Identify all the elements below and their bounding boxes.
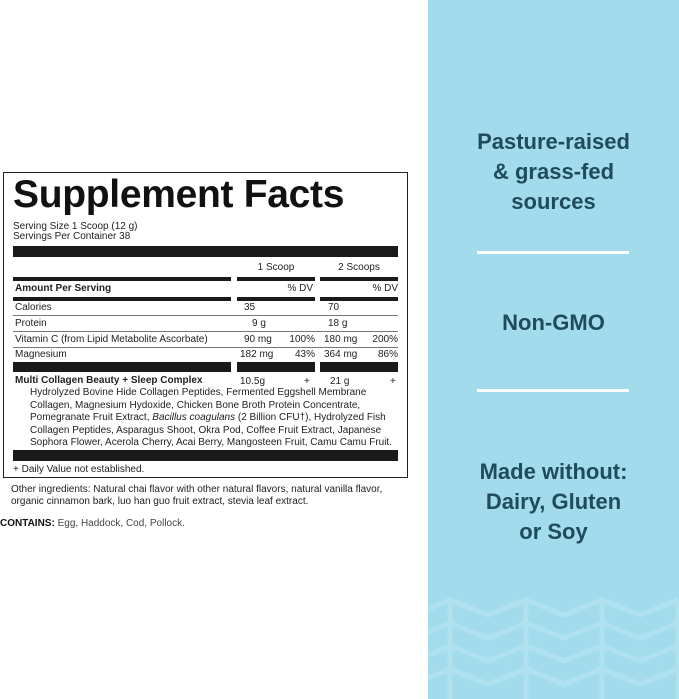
dv-1: 100%: [289, 334, 315, 345]
complex-ingredients: Hydrolyzed Bovine Hide Collagen Peptides…: [30, 387, 410, 450]
nutrient-name: Protein: [15, 318, 47, 329]
divider-bar: [320, 362, 398, 372]
servings-per-container: Servings Per Container 38: [13, 231, 131, 242]
amount-1: 90 mg: [244, 334, 272, 345]
dv-2: 200%: [372, 334, 398, 345]
nutrient-name: Magnesium: [15, 349, 67, 360]
chevron-pattern-icon: [428, 597, 679, 699]
amount-1: 35: [244, 302, 256, 313]
claims-panel: Pasture-raised & grass-fed sources Non-GMO…: [428, 0, 679, 699]
claim-non-gmo: Non-GMO: [502, 310, 605, 335]
amount-2: 70: [328, 302, 340, 313]
footnote: + Daily Value not established.: [13, 464, 145, 475]
divider-bar: [320, 277, 398, 281]
complex-name: Multi Collagen Beauty + Sleep Complex: [15, 375, 203, 386]
divider-bar: [13, 246, 398, 257]
allergens: Egg, Haddock, Cod, Pollock.: [54, 518, 185, 529]
divider-bar: [13, 362, 231, 372]
amount-1: 10.5g: [240, 376, 266, 387]
dv-1: +: [304, 376, 310, 387]
amount-1: 182 mg: [240, 349, 274, 360]
divider-bar: [13, 450, 398, 461]
amount-2: 18 g: [328, 318, 348, 329]
other-ingredients: Other ingredients: Natural chai flavor w…: [11, 484, 383, 495]
divider-bar: [237, 277, 315, 281]
col1-header: 1 Scoop: [257, 262, 295, 273]
ingredients-italic: Bacillus coagulans: [152, 412, 236, 424]
other-ingredients: organic cinnamon bark, luo han guo fruit…: [11, 496, 309, 507]
ingredients-text: (2 Billion CFU†), Hydrolyzed Fish Collag…: [30, 412, 392, 449]
claim-made-without: Made without: Dairy, Gluten or Soy: [479, 459, 628, 544]
divider-bar: [237, 297, 315, 301]
col2-header: 2 Scoops: [338, 262, 380, 273]
supplement-facts-label: Supplement Facts Serving Size 1 Scoop (1…: [3, 172, 408, 478]
amount-2: 21 g: [330, 376, 350, 387]
dv-1: 43%: [294, 349, 315, 360]
label-title: Supplement Facts: [13, 173, 345, 216]
claim-pasture-raised: Pasture-raised & grass-fed sources: [477, 129, 630, 214]
serving-size: Serving Size 1 Scoop (12 g): [13, 221, 138, 232]
divider-line: [477, 251, 629, 254]
divider-line: [477, 389, 629, 392]
row-divider: [13, 347, 398, 348]
dv-2: 86%: [377, 349, 398, 360]
amount-1: 9 g: [252, 318, 266, 329]
amount-per-serving: Amount Per Serving: [15, 283, 112, 294]
amount-2: 364 mg: [324, 349, 358, 360]
row-divider: [13, 315, 398, 316]
row-divider: [13, 331, 398, 332]
ingredients-text: Hydrolyzed Bovine Hide Collagen Peptides…: [30, 387, 367, 424]
nutrient-name: Calories: [15, 302, 52, 313]
contains-line: CONTAINS: Egg, Haddock, Cod, Pollock.: [0, 518, 185, 531]
divider-bar: [13, 277, 231, 281]
contains-label: CONTAINS:: [0, 518, 55, 529]
amount-2: 180 mg: [324, 334, 358, 345]
divider-bar: [13, 297, 231, 301]
nutrient-name: Vitamin C (from Lipid Metabolite Ascorba…: [15, 334, 208, 345]
dv-2: +: [390, 376, 396, 387]
divider-bar: [320, 297, 398, 301]
divider-bar: [237, 362, 315, 372]
dv-header-2: % DV: [372, 283, 398, 294]
dv-header-1: % DV: [287, 283, 313, 294]
